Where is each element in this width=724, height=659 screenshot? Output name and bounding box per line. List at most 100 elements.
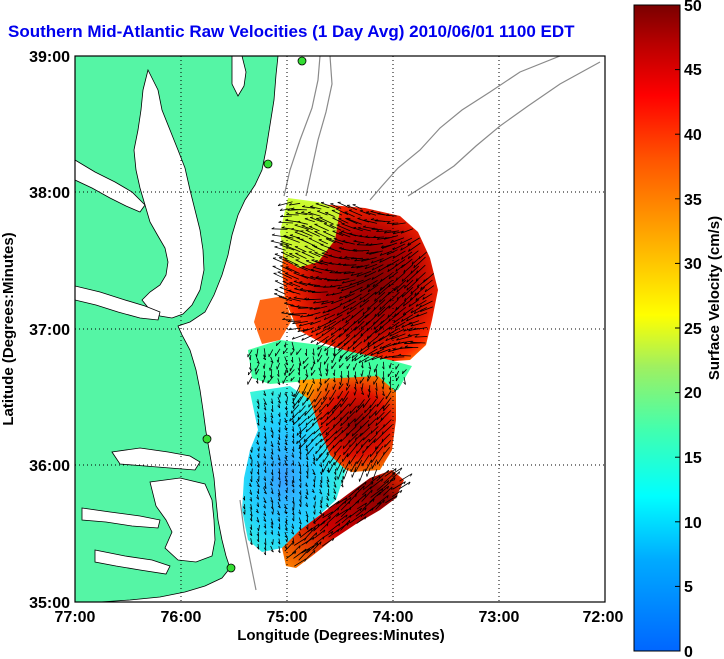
velocity-arrow bbox=[313, 412, 323, 421]
velocity-arrowhead bbox=[331, 301, 334, 304]
velocity-arrowhead bbox=[256, 533, 260, 537]
velocity-arrowhead bbox=[304, 496, 308, 500]
velocity-arrowhead bbox=[334, 353, 336, 357]
velocity-arrow bbox=[345, 349, 357, 360]
velocity-arrow bbox=[343, 264, 357, 266]
velocity-arrow bbox=[347, 377, 350, 387]
velocity-arrow bbox=[346, 326, 358, 337]
velocity-arrowhead bbox=[396, 289, 399, 293]
velocity-arrowhead bbox=[364, 502, 367, 506]
velocity-arrowhead bbox=[371, 489, 373, 493]
velocity-arrowhead bbox=[340, 422, 342, 427]
velocity-arrow bbox=[289, 411, 300, 422]
velocity-arrow bbox=[276, 341, 281, 347]
velocity-arrowhead bbox=[316, 341, 319, 345]
velocity-arrowhead bbox=[355, 409, 357, 413]
velocity-arrowhead bbox=[291, 440, 295, 444]
velocity-arrowhead bbox=[366, 211, 370, 213]
velocity-arrowhead bbox=[305, 492, 309, 496]
velocity-arrowhead bbox=[277, 437, 281, 441]
velocity-arrowhead bbox=[294, 287, 298, 290]
velocity-arrowhead bbox=[311, 290, 315, 293]
velocity-arrow bbox=[332, 230, 344, 237]
velocity-arrowhead bbox=[326, 479, 330, 483]
velocity-arrow bbox=[395, 363, 400, 370]
velocity-arrowhead bbox=[363, 354, 366, 358]
velocity-arrowhead bbox=[289, 234, 293, 236]
velocity-arrowhead bbox=[312, 381, 315, 384]
velocity-arrowhead bbox=[324, 380, 326, 384]
velocity-arrow bbox=[314, 405, 322, 413]
velocity-arrowhead bbox=[394, 468, 397, 472]
velocity-arrowhead bbox=[408, 328, 411, 332]
velocity-arrowhead bbox=[332, 379, 336, 383]
velocity-arrowhead bbox=[373, 321, 375, 325]
velocity-arrow bbox=[370, 258, 384, 264]
velocity-arrow bbox=[338, 383, 344, 390]
velocity-arrow bbox=[328, 462, 335, 473]
velocity-arrowhead bbox=[308, 548, 310, 552]
velocity-arrowhead bbox=[278, 220, 282, 223]
velocity-arrowhead bbox=[313, 300, 316, 304]
velocity-arrowhead bbox=[392, 231, 396, 235]
velocity-arrowhead bbox=[285, 413, 288, 417]
velocity-arrow bbox=[340, 500, 351, 511]
velocity-arrow bbox=[325, 383, 329, 392]
velocity-arrow bbox=[288, 327, 302, 331]
velocity-arrowhead bbox=[379, 259, 382, 263]
velocity-arrow bbox=[294, 384, 301, 397]
velocity-arrow bbox=[326, 397, 335, 408]
velocity-arrowhead bbox=[270, 420, 274, 424]
velocity-arrow bbox=[325, 212, 335, 217]
velocity-arrowhead bbox=[382, 393, 385, 397]
velocity-arrowhead bbox=[381, 488, 384, 492]
velocity-arrowhead bbox=[311, 490, 315, 494]
velocity-arrow bbox=[294, 264, 308, 271]
velocity-arrowhead bbox=[292, 541, 294, 545]
velocity-arrow bbox=[359, 285, 371, 293]
velocity-arrowhead bbox=[354, 258, 358, 262]
velocity-arrow bbox=[271, 448, 274, 455]
velocity-arrowhead bbox=[274, 253, 278, 255]
velocity-arrowhead bbox=[290, 304, 294, 307]
velocity-arrow bbox=[351, 265, 363, 269]
velocity-arrowhead bbox=[274, 245, 278, 248]
velocity-arrowhead bbox=[311, 438, 313, 442]
velocity-arrow bbox=[271, 487, 274, 494]
velocity-arrowhead bbox=[310, 527, 313, 531]
velocity-arrow bbox=[388, 299, 399, 309]
velocity-arrow bbox=[292, 496, 295, 504]
velocity-arrowhead bbox=[324, 348, 326, 352]
velocity-arrow bbox=[349, 286, 363, 294]
velocity-arrowhead bbox=[375, 446, 377, 450]
velocity-arrowhead bbox=[304, 412, 306, 416]
velocity-arrow bbox=[257, 543, 260, 550]
velocity-arrowhead bbox=[283, 234, 287, 237]
velocity-arrow bbox=[297, 410, 307, 421]
velocity-arrowhead bbox=[378, 291, 381, 295]
velocity-arrow bbox=[395, 300, 407, 311]
velocity-arrow bbox=[382, 377, 385, 384]
colorbar: 50 45 40 35 30 25 20 15 10 5 0 Surface V… bbox=[633, 0, 723, 659]
velocity-arrow bbox=[406, 279, 419, 291]
velocity-arrowhead bbox=[306, 297, 310, 301]
velocity-arrowhead bbox=[340, 247, 345, 250]
velocity-arrowhead bbox=[407, 333, 411, 337]
velocity-arrow bbox=[312, 417, 321, 426]
velocity-arrow bbox=[274, 289, 286, 295]
velocity-arrowhead bbox=[299, 499, 302, 503]
velocity-arrow bbox=[347, 218, 362, 225]
velocity-arrow bbox=[397, 340, 412, 344]
velocity-arrowhead bbox=[319, 511, 322, 515]
velocity-arrow bbox=[292, 321, 308, 325]
y-tick-label: 39:00 bbox=[29, 49, 70, 66]
velocity-arrow bbox=[369, 398, 377, 409]
velocity-arrow bbox=[389, 329, 404, 337]
velocity-arrowhead bbox=[313, 550, 316, 554]
velocity-arrow bbox=[279, 244, 295, 251]
velocity-arrow bbox=[314, 260, 329, 266]
velocity-arrowhead bbox=[413, 311, 417, 315]
velocity-arrow bbox=[373, 320, 385, 330]
velocity-arrowhead bbox=[316, 542, 319, 546]
velocity-arrow bbox=[271, 418, 274, 424]
